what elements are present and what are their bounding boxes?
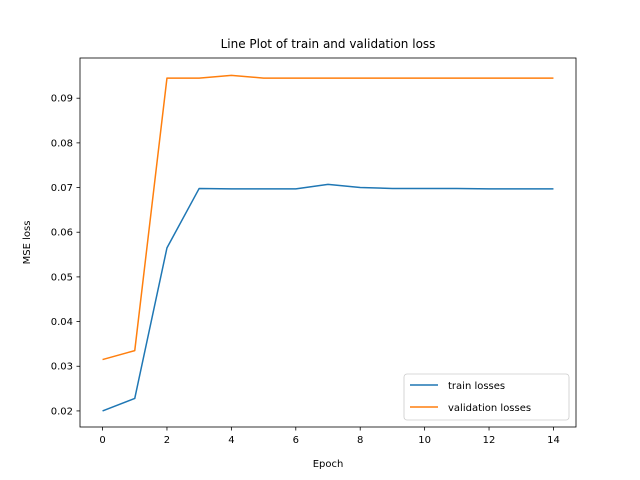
- series-line-train-losses: [102, 183, 554, 412]
- y-tick-label: 0.07: [51, 183, 73, 194]
- x-tick-label: 4: [228, 435, 234, 446]
- y-tick-label: 0.09: [51, 94, 73, 105]
- x-tick-label: 10: [418, 435, 431, 446]
- x-tick-label: 12: [483, 435, 496, 446]
- y-tick-label: 0.05: [51, 272, 73, 283]
- chart-title: Line Plot of train and validation loss: [221, 37, 436, 51]
- plot-frame: [79, 57, 577, 428]
- x-tick-label: 8: [357, 435, 363, 446]
- y-axis-ticks: 0.02 0.03 0.04 0.05 0.06 0.07 0.08 0.09: [51, 94, 80, 417]
- y-axis-label: MSE loss: [22, 221, 33, 265]
- legend-label-train-losses: train losses: [448, 381, 505, 392]
- x-tick-label: 14: [547, 435, 560, 446]
- x-tick-label: 0: [99, 435, 105, 446]
- y-tick-label: 0.04: [51, 317, 73, 328]
- plot-lines: [102, 74, 554, 412]
- legend-box: [403, 373, 570, 421]
- x-tick-label: 6: [293, 435, 299, 446]
- legend-label-validation-losses: validation losses: [448, 403, 531, 414]
- x-axis-ticks: 0 2 4 6 8 10 12 14: [99, 427, 560, 446]
- y-tick-label: 0.08: [51, 138, 73, 149]
- y-tick-label: 0.03: [51, 362, 73, 373]
- series-line-validation-losses: [102, 74, 554, 361]
- legend: train losses validation losses: [403, 373, 570, 421]
- y-tick-label: 0.06: [51, 228, 73, 239]
- y-tick-label: 0.02: [51, 406, 73, 417]
- x-axis-label: Epoch: [313, 459, 344, 470]
- x-tick-label: 2: [164, 435, 170, 446]
